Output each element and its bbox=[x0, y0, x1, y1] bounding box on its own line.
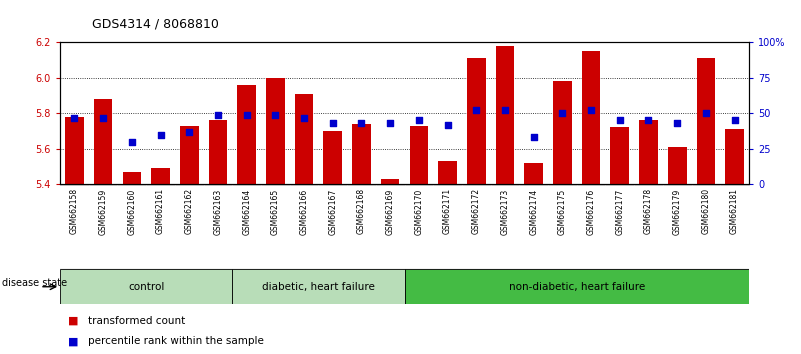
Text: GSM662158: GSM662158 bbox=[70, 188, 79, 234]
Bar bbox=[725, 129, 744, 184]
Bar bbox=[180, 126, 199, 184]
Bar bbox=[582, 51, 601, 184]
Text: GSM662168: GSM662168 bbox=[357, 188, 366, 234]
Point bbox=[68, 115, 81, 120]
Bar bbox=[610, 127, 629, 184]
Bar bbox=[232, 269, 405, 304]
Text: GSM662166: GSM662166 bbox=[300, 188, 308, 235]
Text: percentile rank within the sample: percentile rank within the sample bbox=[88, 336, 264, 346]
Point bbox=[642, 118, 655, 123]
Text: GSM662178: GSM662178 bbox=[644, 188, 653, 234]
Point bbox=[441, 122, 454, 127]
Text: GSM662176: GSM662176 bbox=[586, 188, 596, 235]
Point bbox=[240, 112, 253, 118]
Bar bbox=[496, 46, 514, 184]
Text: ■: ■ bbox=[68, 315, 78, 326]
Bar bbox=[467, 58, 485, 184]
Bar bbox=[266, 78, 284, 184]
Text: GSM662171: GSM662171 bbox=[443, 188, 452, 234]
Text: GSM662169: GSM662169 bbox=[385, 188, 395, 235]
Bar bbox=[94, 99, 112, 184]
Bar bbox=[553, 81, 572, 184]
Text: GSM662161: GSM662161 bbox=[156, 188, 165, 234]
Bar bbox=[352, 124, 371, 184]
Bar bbox=[380, 179, 400, 184]
Point bbox=[470, 108, 483, 113]
Text: GSM662181: GSM662181 bbox=[730, 188, 739, 234]
Point bbox=[97, 115, 110, 120]
Point bbox=[269, 112, 282, 118]
Bar bbox=[697, 58, 715, 184]
Bar bbox=[668, 147, 686, 184]
Point bbox=[498, 108, 511, 113]
Bar bbox=[65, 117, 84, 184]
Text: GSM662170: GSM662170 bbox=[414, 188, 424, 235]
Text: control: control bbox=[128, 282, 164, 292]
Bar bbox=[237, 85, 256, 184]
Text: GSM662165: GSM662165 bbox=[271, 188, 280, 235]
Point bbox=[183, 129, 195, 135]
Point bbox=[585, 108, 598, 113]
Bar bbox=[208, 120, 227, 184]
Text: GSM662163: GSM662163 bbox=[213, 188, 223, 235]
Text: GSM662177: GSM662177 bbox=[615, 188, 624, 235]
Bar bbox=[405, 269, 749, 304]
Point bbox=[355, 120, 368, 126]
Text: GSM662167: GSM662167 bbox=[328, 188, 337, 235]
Text: GSM662174: GSM662174 bbox=[529, 188, 538, 235]
Point bbox=[384, 120, 396, 126]
Point bbox=[614, 118, 626, 123]
Bar bbox=[123, 172, 141, 184]
Text: GSM662160: GSM662160 bbox=[127, 188, 136, 235]
Bar bbox=[438, 161, 457, 184]
Text: GDS4314 / 8068810: GDS4314 / 8068810 bbox=[92, 18, 219, 31]
Text: GSM662180: GSM662180 bbox=[702, 188, 710, 234]
Point bbox=[699, 110, 712, 116]
Text: ■: ■ bbox=[68, 336, 78, 346]
Bar bbox=[60, 269, 232, 304]
Point bbox=[298, 115, 311, 120]
Point bbox=[154, 132, 167, 137]
Point bbox=[126, 139, 139, 144]
Text: diabetic, heart failure: diabetic, heart failure bbox=[262, 282, 375, 292]
Text: GSM662179: GSM662179 bbox=[673, 188, 682, 235]
Bar bbox=[151, 168, 170, 184]
Text: GSM662175: GSM662175 bbox=[557, 188, 567, 235]
Text: GSM662172: GSM662172 bbox=[472, 188, 481, 234]
Bar bbox=[409, 126, 429, 184]
Bar bbox=[324, 131, 342, 184]
Bar bbox=[295, 94, 313, 184]
Text: non-diabetic, heart failure: non-diabetic, heart failure bbox=[509, 282, 645, 292]
Point bbox=[326, 120, 339, 126]
Point bbox=[413, 118, 425, 123]
Text: GSM662159: GSM662159 bbox=[99, 188, 107, 235]
Text: disease state: disease state bbox=[2, 278, 67, 288]
Text: transformed count: transformed count bbox=[88, 315, 185, 326]
Point bbox=[670, 120, 683, 126]
Point bbox=[527, 135, 540, 140]
Text: GSM662162: GSM662162 bbox=[185, 188, 194, 234]
Point bbox=[728, 118, 741, 123]
Text: GSM662164: GSM662164 bbox=[242, 188, 252, 235]
Point bbox=[211, 112, 224, 118]
Bar bbox=[525, 163, 543, 184]
Text: GSM662173: GSM662173 bbox=[501, 188, 509, 235]
Point bbox=[556, 110, 569, 116]
Bar bbox=[639, 120, 658, 184]
